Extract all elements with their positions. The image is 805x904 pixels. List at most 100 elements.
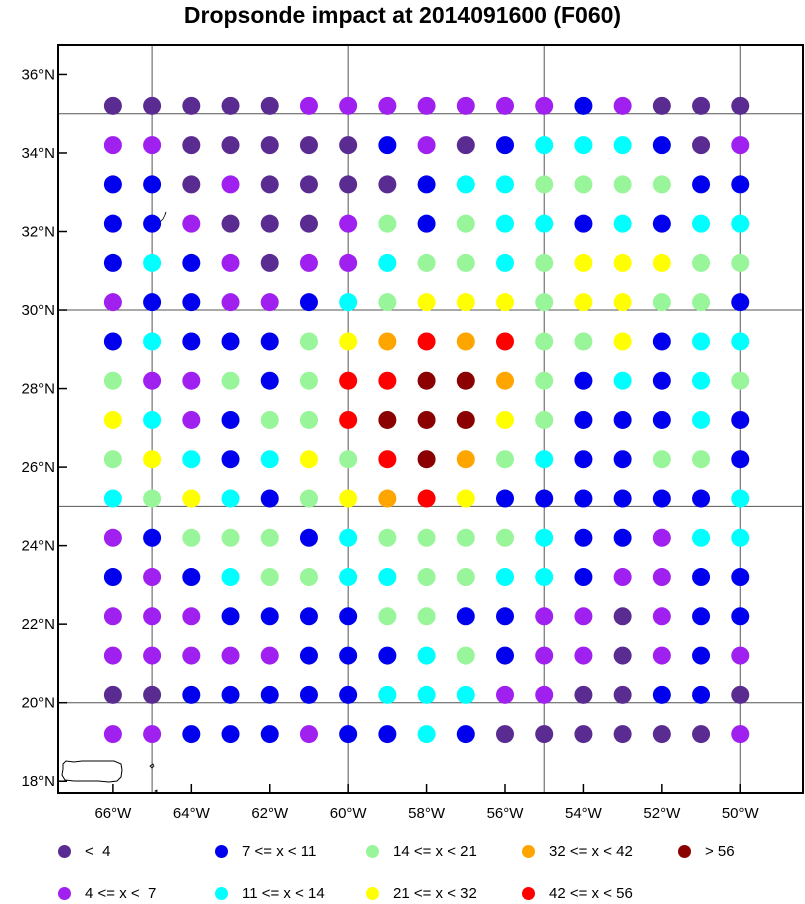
- impact-dot: [496, 136, 514, 155]
- impact-dot: [143, 371, 162, 390]
- impact-dot: [613, 646, 632, 665]
- impact-dot: [339, 175, 358, 194]
- impact-dot: [378, 607, 397, 626]
- impact-dot: [535, 175, 554, 194]
- impact-dot: [613, 685, 632, 704]
- impact-dot: [103, 253, 122, 272]
- lat-tick-label: 30°N: [21, 302, 55, 319]
- impact-dot: [378, 253, 397, 272]
- impact-dot: [260, 332, 279, 351]
- impact-dot: [221, 293, 240, 312]
- impact-dot: [692, 96, 711, 115]
- legend-swatch: [522, 886, 535, 900]
- impact-dot: [143, 175, 162, 194]
- impact-dot: [613, 253, 632, 272]
- legend-label: 42 <= x < 56: [549, 884, 633, 902]
- legend-label: 4 <= x < 7: [85, 884, 157, 902]
- impact-dot: [652, 685, 671, 704]
- impact-dot: [221, 725, 240, 744]
- legend-swatch: [215, 844, 228, 858]
- impact-dot: [299, 214, 318, 233]
- impact-dot: [574, 646, 593, 665]
- impact-dot: [456, 450, 475, 469]
- impact-dot: [535, 293, 554, 312]
- impact-dot: [143, 410, 162, 429]
- impact-dot: [378, 332, 397, 351]
- impact-dot: [417, 175, 436, 194]
- impact-dot: [221, 253, 240, 272]
- impact-dot: [496, 607, 514, 626]
- impact-dot: [339, 528, 358, 547]
- latitude-axis: 18°N 20°N 22°N 24°N 26°N 28°N 30°N 32°N 34°N 36°N: [21, 66, 67, 790]
- impact-dot: [103, 136, 122, 155]
- impact-dot: [378, 136, 397, 155]
- impact-dot: [182, 253, 201, 272]
- impact-dot: [299, 568, 318, 587]
- impact-dot: [221, 136, 240, 155]
- impact-dot: [731, 371, 750, 390]
- impact-dot: [613, 489, 632, 508]
- impact-dot: [339, 214, 358, 233]
- impact-dot: [692, 646, 711, 665]
- impact-dot: [221, 607, 240, 626]
- impact-dot: [574, 214, 593, 233]
- impact-dot: [692, 568, 711, 587]
- impact-dot: [103, 371, 122, 390]
- impact-dot: [574, 293, 593, 312]
- impact-dot: [221, 96, 240, 115]
- impact-dot: [143, 332, 162, 351]
- impact-dot: [221, 450, 240, 469]
- impact-dot: [182, 489, 201, 508]
- legend-swatch: [215, 886, 228, 900]
- impact-dot: [731, 253, 750, 272]
- impact-dot: [496, 685, 514, 704]
- impact-dot: [260, 489, 279, 508]
- lat-tick-label: 36°N: [21, 66, 55, 83]
- impact-dot: [731, 214, 750, 233]
- lat-tick-label: 24°N: [21, 538, 55, 555]
- impact-dot: [299, 371, 318, 390]
- impact-dot: [692, 450, 711, 469]
- impact-dot: [417, 136, 436, 155]
- impact-dot: [692, 253, 711, 272]
- impact-dot: [417, 725, 436, 744]
- puerto-rico-coastline: [61, 760, 123, 783]
- impact-dot: [535, 214, 554, 233]
- impact-dot: [182, 685, 201, 704]
- impact-dot: [652, 253, 671, 272]
- impact-dot: [652, 646, 671, 665]
- impact-dot: [103, 646, 122, 665]
- impact-dot: [417, 214, 436, 233]
- lat-tick-label: 22°N: [21, 616, 55, 633]
- longitude-axis: 66°W 64°W 62°W 60°W 58°W 56°W 54°W 52°W 50°W: [94, 784, 760, 820]
- impact-dot: [731, 489, 750, 508]
- impact-dot: [535, 332, 554, 351]
- impact-dot: [574, 528, 593, 547]
- impact-dot: [378, 293, 397, 312]
- impact-dot: [613, 332, 632, 351]
- impact-dot: [103, 489, 122, 508]
- impact-dot: [652, 607, 671, 626]
- impact-dot: [731, 607, 750, 626]
- legend-label: 32 <= x < 42: [549, 842, 633, 860]
- impact-dot: [692, 371, 711, 390]
- impact-dot: [182, 332, 201, 351]
- impact-dot: [417, 568, 436, 587]
- impact-dot: [339, 607, 358, 626]
- impact-dot: [339, 293, 358, 312]
- impact-dot: [456, 568, 475, 587]
- lon-tick-label: 64°W: [173, 805, 211, 820]
- impact-dot: [574, 450, 593, 469]
- coastline: [61, 211, 167, 793]
- impact-dot: [182, 214, 201, 233]
- impact-dot: [496, 253, 514, 272]
- impact-dot: [339, 725, 358, 744]
- impact-dot: [260, 725, 279, 744]
- impact-dot: [613, 450, 632, 469]
- impact-dot: [221, 685, 240, 704]
- legend-item: 4 <= x < 7: [58, 882, 156, 904]
- impact-dot: [613, 293, 632, 312]
- impact-dot: [378, 528, 397, 547]
- impact-dot: [613, 371, 632, 390]
- impact-dot: [378, 371, 397, 390]
